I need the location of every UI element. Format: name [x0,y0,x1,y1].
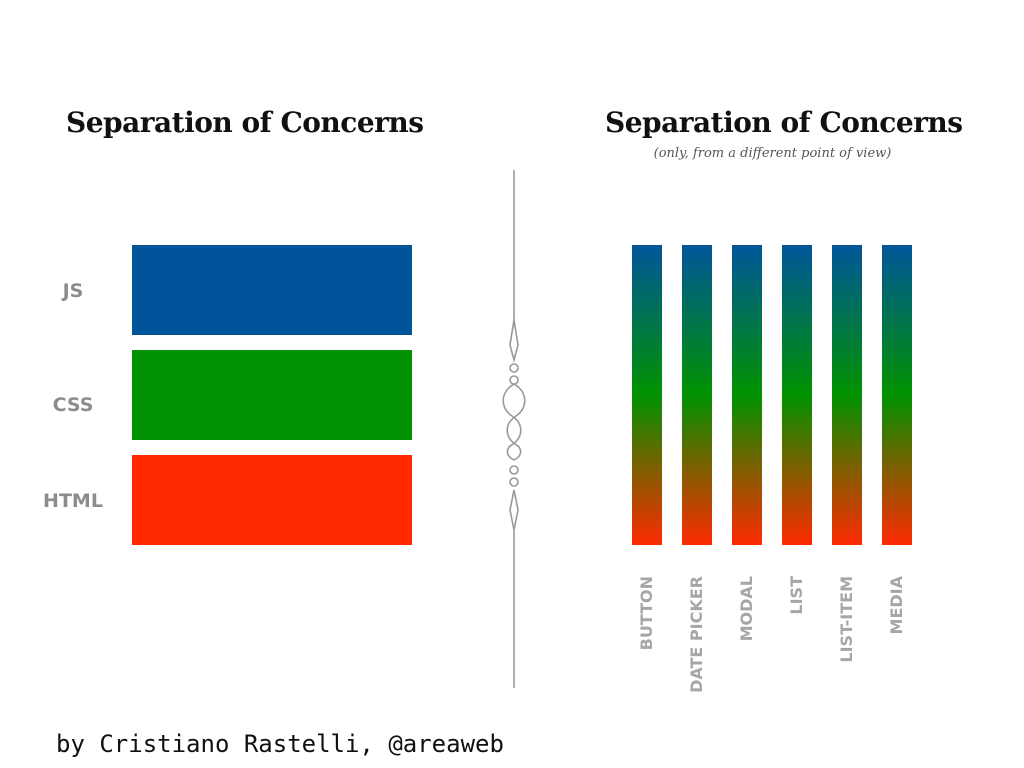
layer-bar-html [132,455,412,545]
ornamental-divider-icon [502,170,526,688]
layer-label-js: JS [62,280,84,302]
component-bar-modal [732,245,762,545]
component-bar-list [782,245,812,545]
component-bar-list-item [832,245,862,545]
component-label-list: LIST [787,576,806,615]
component-bar-button [632,245,662,545]
layer-label-html: HTML [43,490,103,512]
component-label-button: BUTTON [637,576,656,651]
layer-bar-css [132,350,412,440]
layer-label-css: CSS [52,394,94,416]
component-bar-media [882,245,912,545]
left-title: Separation of Concerns [66,106,424,139]
right-title: Separation of Concerns [605,106,963,139]
right-subtitle: (only, from a different point of view) [653,146,892,161]
author-credit: by Cristiano Rastelli, @areaweb [56,730,504,758]
component-bar-date-picker [682,245,712,545]
component-label-media: MEDIA [887,576,906,635]
component-label-list-item: LIST-ITEM [837,576,856,663]
component-label-date-picker: DATE PICKER [687,576,706,693]
component-label-modal: MODAL [737,576,756,642]
layer-bar-js [132,245,412,335]
